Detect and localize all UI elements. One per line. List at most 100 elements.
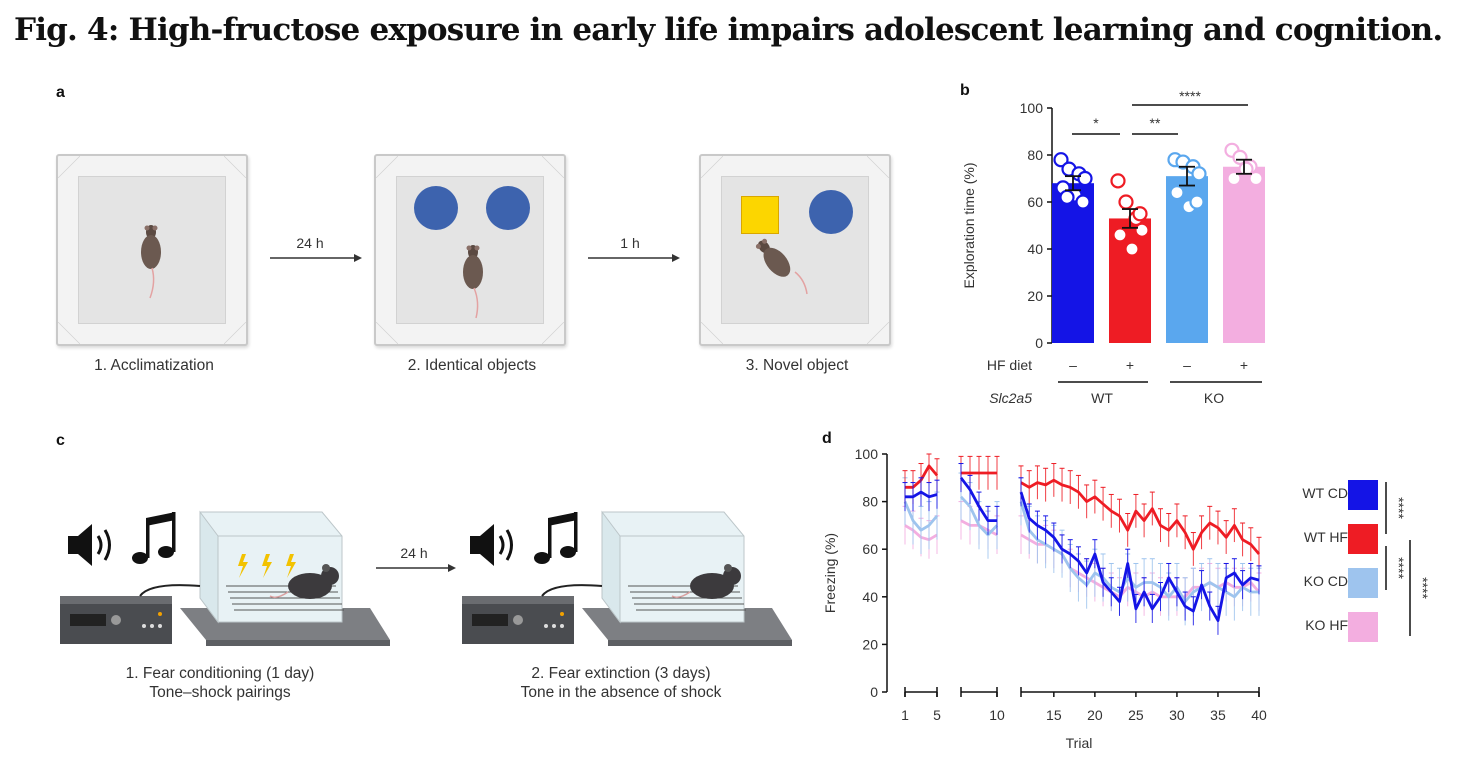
data-point [1075, 194, 1091, 210]
data-point [1077, 170, 1093, 187]
series-line [1019, 501, 1259, 603]
exploration-time-bar-chart: 0 20 40 60 80 100 Exploration time (%) * ** **… [961, 88, 1265, 406]
fear-extinction-setup [462, 510, 792, 646]
arena-novel-object [699, 154, 891, 346]
caption-fear-conditioning: 1. Fear conditioning (1 day) [125, 665, 315, 682]
arrow-right-icon [588, 254, 680, 262]
legend-swatch [1348, 524, 1378, 554]
group-wt: WT [1091, 390, 1113, 406]
data-point [1226, 170, 1242, 187]
data-point [1191, 166, 1207, 182]
music-note-icon [534, 512, 578, 564]
hf-sign-3: – [1183, 357, 1191, 373]
data-point [1118, 194, 1134, 210]
panel-d-label: d [822, 430, 832, 447]
x-tick-label: 20 [1087, 707, 1103, 723]
data-point [1110, 173, 1126, 189]
x-tick-label: 10 [989, 707, 1005, 723]
data-point [1238, 161, 1254, 177]
music-note-icon [132, 512, 176, 564]
bar-WT-– [1052, 183, 1094, 343]
figure-title: Fig. 4: High-fructose exposure in early … [14, 12, 1443, 48]
y-tick-label: 60 [1027, 194, 1043, 210]
stimulator-device [462, 584, 603, 644]
caption-tone-shock: Tone–shock pairings [149, 684, 291, 701]
legend-label: KO HF [1305, 617, 1348, 633]
sig-legend-3: **** [1415, 577, 1431, 599]
speaker-icon [68, 524, 111, 566]
group-ko: KO [1204, 390, 1224, 406]
arena-identical-objects [374, 154, 566, 346]
sig-legend-2: **** [1391, 557, 1407, 579]
y-tick-label: 60 [862, 541, 878, 557]
legend-swatch [1348, 568, 1378, 598]
y-axis-label: Exploration time (%) [961, 162, 977, 288]
series-line [1019, 491, 1260, 622]
bar-KO-+ [1223, 166, 1265, 343]
arrow-label-24h: 24 h [296, 235, 324, 251]
object-circle-right [486, 186, 530, 230]
x-tick-label: 1 [901, 707, 909, 723]
data-point [1053, 152, 1069, 168]
sig-star-3: **** [1179, 88, 1201, 104]
y-tick-label: 40 [1027, 241, 1043, 257]
hf-sign-1: – [1069, 357, 1077, 373]
data-point [1112, 227, 1128, 243]
object-square-novel [741, 196, 779, 234]
series-line [1020, 478, 1261, 555]
caption-tone-no-shock: Tone in the absence of shock [520, 684, 722, 701]
caption-novel-object: 3. Novel object [745, 357, 849, 374]
mouse-icon [463, 245, 483, 319]
data-point [1134, 222, 1150, 238]
object-circle-left [414, 186, 458, 230]
x-tick-label: 40 [1251, 707, 1267, 723]
stimulator-device [60, 584, 201, 644]
x-tick-label: 30 [1169, 707, 1185, 723]
arrow-label-1h: 1 h [620, 235, 640, 251]
legend-swatch [1348, 612, 1378, 642]
y-tick-label: 100 [855, 446, 879, 462]
series-wt-hf [902, 453, 1262, 571]
arrow-right-icon [376, 564, 456, 572]
sig-star-1: * [1093, 115, 1099, 131]
series-line [903, 501, 939, 532]
panel-c-label: c [56, 432, 65, 449]
freezing-legend: WT CD WT HF KO CD KO HF **** **** **** [1302, 480, 1431, 642]
panel-b-label: b [960, 82, 970, 99]
x-tick-label: 5 [933, 707, 941, 723]
y-tick-label: 20 [1027, 288, 1043, 304]
arena-acclimatization [56, 154, 248, 346]
data-point [1059, 189, 1075, 205]
series-line [959, 495, 999, 537]
y-tick-label: 40 [862, 589, 878, 605]
y-tick-label: 80 [1027, 147, 1043, 163]
data-point [1132, 206, 1148, 222]
data-point [1124, 241, 1140, 257]
caption-fear-extinction: 2. Fear extinction (3 days) [531, 665, 711, 682]
y-tick-label: 100 [1020, 100, 1044, 116]
data-point [1248, 170, 1264, 187]
speaker-icon [470, 524, 513, 566]
x-tick-label: 35 [1210, 707, 1226, 723]
y-axis-label: Freezing (%) [822, 533, 838, 613]
arrow-label-24h-c: 24 h [400, 545, 428, 561]
y-tick-label: 20 [862, 636, 878, 652]
panel-a-label: a [56, 84, 65, 101]
y-tick-label: 0 [870, 684, 878, 700]
y-tick-label: 0 [1035, 335, 1043, 351]
fear-conditioning-setup [60, 510, 390, 646]
mouse-icon [269, 564, 339, 599]
mouse-icon [671, 564, 741, 599]
series-wt-cd [902, 463, 1262, 635]
caption-acclimatization: 1. Acclimatization [94, 357, 214, 374]
lightning-icon [238, 554, 296, 578]
y-tick-label: 80 [862, 494, 878, 510]
legend-label: WT HF [1304, 529, 1348, 545]
series-line [905, 490, 938, 499]
x-tick-label: 15 [1046, 707, 1062, 723]
significance-brackets: * ** **** [1072, 88, 1248, 135]
sig-legend-1: **** [1391, 497, 1407, 519]
x-axis-label: Trial [1066, 735, 1093, 751]
mouse-icon [755, 238, 808, 295]
